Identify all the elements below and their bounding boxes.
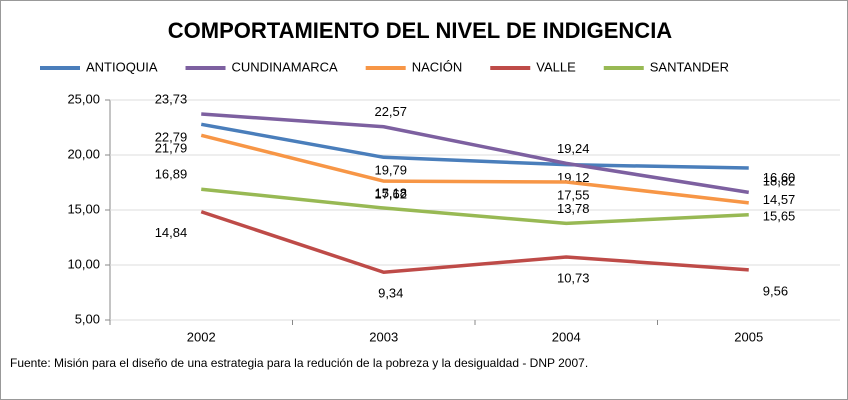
data-label: 22,57 — [374, 104, 407, 119]
data-label: 17,55 — [557, 187, 590, 202]
legend-label: SANTANDER — [650, 59, 729, 74]
series-line — [200, 210, 749, 275]
legend-label: CUNDINAMARCA — [232, 59, 339, 74]
data-label: 9,34 — [378, 286, 403, 301]
y-tick-label: 5,00 — [75, 311, 100, 326]
legend-label: VALLE — [536, 59, 576, 74]
y-tick-label: 10,00 — [67, 256, 100, 271]
source-note: Fuente: Misión para el diseño de una est… — [10, 356, 589, 370]
data-label: 17,62 — [374, 187, 407, 202]
data-label: 19,24 — [557, 141, 590, 156]
data-label: 10,73 — [557, 270, 590, 285]
data-label: 14,57 — [763, 192, 796, 207]
data-label: 18,82 — [763, 173, 796, 188]
y-tick-label: 25,00 — [67, 91, 100, 106]
legend-label: NACIÓN — [412, 59, 463, 74]
data-label: 22,79 — [155, 130, 188, 145]
chart-title: COMPORTAMIENTO DEL NIVEL DE INDIGENCIA — [168, 18, 673, 43]
x-tick-label: 2003 — [369, 329, 398, 344]
data-label: 19,79 — [374, 163, 407, 178]
data-label: 21,79 — [155, 141, 188, 156]
series-line — [200, 122, 749, 170]
data-label: 13,78 — [557, 201, 590, 216]
data-label: 16,89 — [155, 167, 188, 182]
data-label: 14,84 — [155, 225, 188, 240]
data-label: 9,56 — [763, 283, 788, 298]
data-label: 15,65 — [763, 208, 796, 223]
x-tick-label: 2005 — [734, 329, 763, 344]
legend-label: ANTIOQUIA — [86, 59, 158, 74]
y-tick-label: 15,00 — [67, 201, 100, 216]
series-line — [201, 112, 750, 195]
series-line — [201, 187, 749, 226]
x-tick-label: 2004 — [552, 329, 581, 344]
x-tick-label: 2002 — [187, 329, 216, 344]
data-label: 23,73 — [155, 91, 188, 106]
data-label: 16,60 — [763, 170, 796, 185]
data-label: 15,18 — [374, 185, 407, 200]
y-tick-label: 20,00 — [67, 146, 100, 161]
series-line — [200, 133, 749, 205]
